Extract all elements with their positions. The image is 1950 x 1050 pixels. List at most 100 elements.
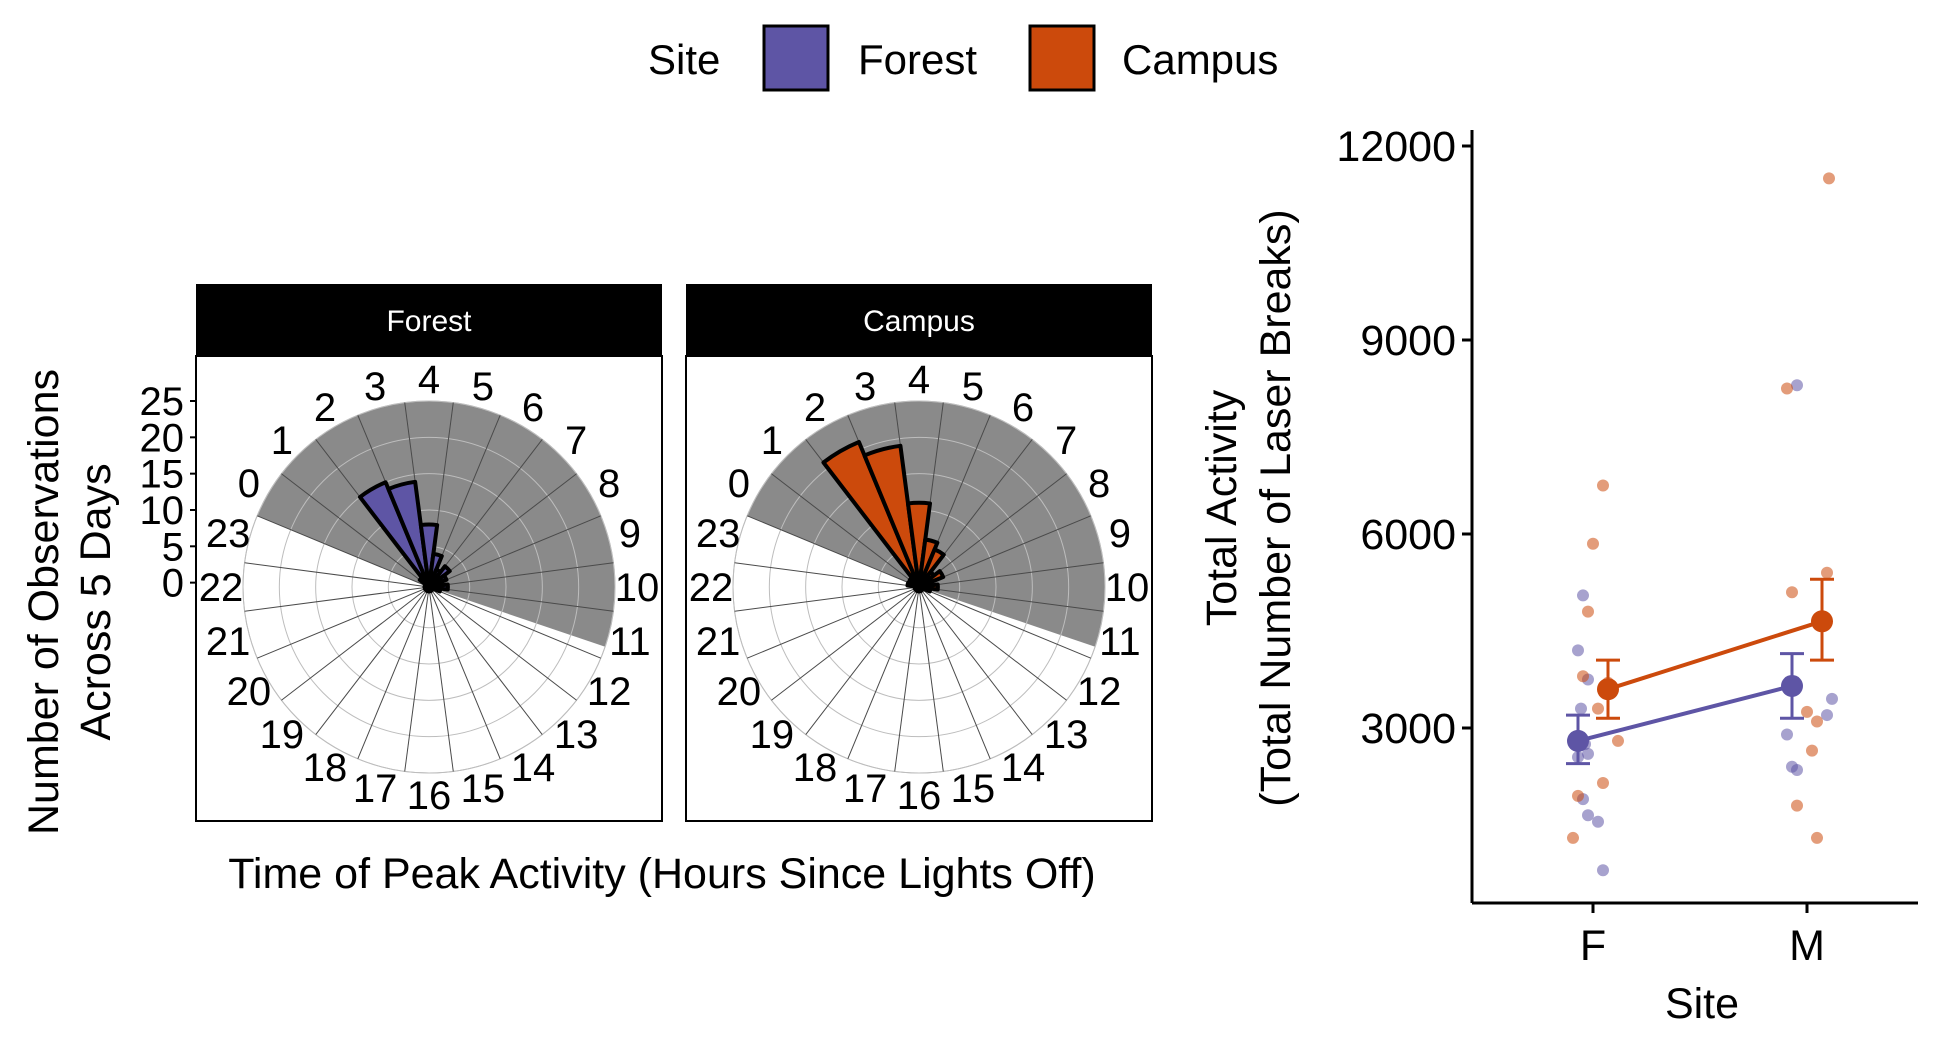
hour-label-17: 17 xyxy=(843,767,888,811)
scatter-point-forest xyxy=(1791,764,1803,777)
legend-title: Site xyxy=(648,36,720,83)
scatter-y-tick-label-6000: 6000 xyxy=(1360,511,1456,559)
hour-label-6: 6 xyxy=(1012,386,1034,430)
hour-label-9: 9 xyxy=(1109,512,1131,556)
scatter-point-forest xyxy=(1592,815,1604,828)
scatter-point-campus xyxy=(1582,605,1594,618)
hour-label-23: 23 xyxy=(206,512,251,556)
scatter-point-campus xyxy=(1801,705,1813,718)
scatter-x-axis-title: Site xyxy=(1665,980,1739,1028)
hour-label-18: 18 xyxy=(303,746,348,790)
facet-label-forest: Forest xyxy=(386,305,472,338)
scatter-y-axis-title: Total Activity (Total Number of Laser Br… xyxy=(1198,209,1300,806)
grid-spoke-9 xyxy=(428,515,602,588)
scatter-point-campus xyxy=(1781,382,1793,395)
grid-spoke-0 xyxy=(746,515,920,588)
facet-label-campus: Campus xyxy=(863,305,975,338)
hour-label-8: 8 xyxy=(598,462,620,506)
grid-spoke-11 xyxy=(918,586,1104,612)
scatter-point-forest xyxy=(1597,864,1609,877)
hour-label-3: 3 xyxy=(854,365,876,409)
rose-y-axis-title: Number of Observations Across 5 Days xyxy=(20,369,120,835)
mean-point-campus xyxy=(1597,678,1619,701)
grid-spoke-12 xyxy=(918,586,1092,659)
rose-y-axis-title-line1: Number of Observations xyxy=(20,369,68,835)
hour-label-20: 20 xyxy=(227,670,272,714)
grid-spoke-16 xyxy=(918,586,944,772)
hour-label-16: 16 xyxy=(407,774,452,818)
scatter-y-tick-label-12000: 12000 xyxy=(1336,123,1456,171)
grid-spoke-11 xyxy=(428,586,614,612)
hour-label-21: 21 xyxy=(206,620,251,664)
hour-label-3: 3 xyxy=(364,365,386,409)
mean-point-forest xyxy=(1781,674,1803,697)
hour-label-8: 8 xyxy=(1088,462,1110,506)
grid-spoke-1 xyxy=(281,473,430,588)
grid-spoke-23 xyxy=(244,562,430,588)
grid-spoke-8 xyxy=(918,473,1067,588)
legend-label-forest: Forest xyxy=(858,36,977,83)
hour-label-4: 4 xyxy=(418,358,440,402)
grid-spoke-17 xyxy=(404,586,430,772)
grid-spoke-17 xyxy=(894,586,920,772)
hour-label-2: 2 xyxy=(804,386,826,430)
grid-spoke-14 xyxy=(428,586,543,735)
hour-label-23: 23 xyxy=(696,512,741,556)
scatter-points xyxy=(1567,172,1838,877)
hour-label-12: 12 xyxy=(587,670,632,714)
hour-label-15: 15 xyxy=(951,767,996,811)
grid-spoke-18 xyxy=(357,586,430,760)
grid-spoke-22 xyxy=(734,586,920,612)
grid-circle-outer xyxy=(732,400,1106,774)
hour-label-0: 0 xyxy=(238,462,260,506)
hour-label-18: 18 xyxy=(793,746,838,790)
scatter-point-campus xyxy=(1786,586,1798,599)
scatter-point-campus xyxy=(1572,789,1584,802)
scatter-x-tick-label-F: F xyxy=(1580,922,1606,970)
scatter-point-forest xyxy=(1791,379,1803,392)
scatter-y-axis-title-line2: (Total Number of Laser Breaks) xyxy=(1252,209,1300,806)
hour-label-6: 6 xyxy=(522,386,544,430)
scatter-point-forest xyxy=(1577,589,1589,602)
grid-spoke-21 xyxy=(256,586,430,659)
r-tick-label-15: 15 xyxy=(140,453,185,497)
grid-spoke-20 xyxy=(281,586,430,701)
hour-label-19: 19 xyxy=(260,713,305,757)
hour-label-10: 10 xyxy=(615,566,660,610)
scatter-point-forest xyxy=(1582,809,1594,822)
hour-label-22: 22 xyxy=(199,566,244,610)
hour-label-13: 13 xyxy=(1044,713,1089,757)
r-tick-label-20: 20 xyxy=(140,416,185,460)
grid-spoke-1 xyxy=(771,473,920,588)
grid-spoke-10 xyxy=(918,562,1104,588)
legend-label-campus: Campus xyxy=(1122,36,1278,83)
hour-label-13: 13 xyxy=(554,713,599,757)
r-tick-label-10: 10 xyxy=(140,489,185,533)
hour-label-9: 9 xyxy=(619,512,641,556)
grid-spoke-22 xyxy=(244,586,430,612)
grid-spoke-19 xyxy=(805,586,920,735)
scatter-y-tick-label-3000: 3000 xyxy=(1360,705,1456,753)
scatter-point-campus xyxy=(1567,831,1579,844)
hour-label-4: 4 xyxy=(908,358,930,402)
r-tick-label-5: 5 xyxy=(162,525,184,569)
scatter-point-forest xyxy=(1826,692,1838,705)
grid-spoke-20 xyxy=(771,586,920,701)
scatter-point-forest xyxy=(1781,728,1793,741)
scatter-point-campus xyxy=(1587,537,1599,550)
mean-line-campus xyxy=(1607,619,1823,692)
rose-y-axis-title-line2: Across 5 Days xyxy=(72,463,120,740)
scatter-point-campus xyxy=(1821,566,1833,579)
grid-spoke-12 xyxy=(428,586,602,659)
mean-line-forest xyxy=(1577,684,1793,743)
scatter-point-forest xyxy=(1575,702,1587,715)
scatter-means xyxy=(1566,577,1834,766)
hour-label-11: 11 xyxy=(1099,620,1141,664)
scatter-point-campus xyxy=(1597,479,1609,492)
grid-spoke-18 xyxy=(847,586,920,760)
scatter-axes: 3000 6000 9000 12000 F M xyxy=(1336,123,1918,970)
hour-label-11: 11 xyxy=(609,620,651,664)
